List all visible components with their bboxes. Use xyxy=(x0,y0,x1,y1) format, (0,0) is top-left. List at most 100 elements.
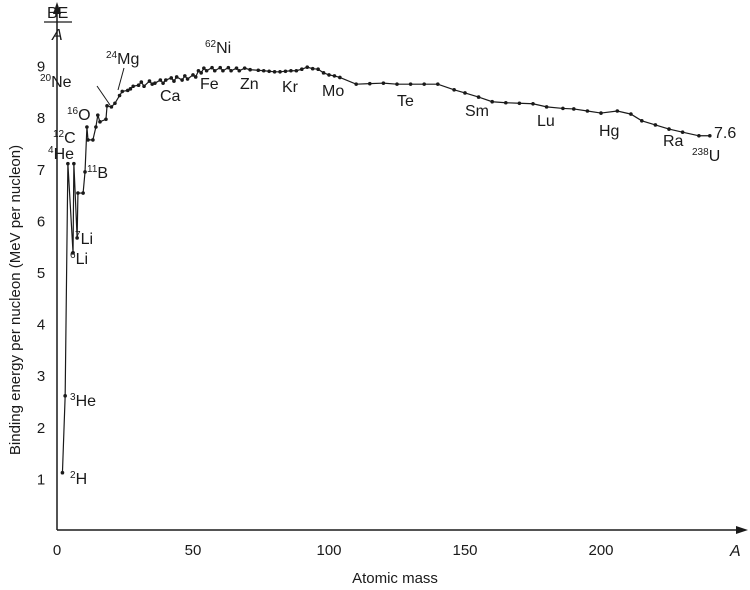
data-point xyxy=(91,138,95,142)
data-point xyxy=(158,78,163,82)
y-tick-label: 8 xyxy=(37,110,45,127)
data-point xyxy=(164,78,168,82)
mass-number: 12 xyxy=(53,129,65,140)
x-tick-label: 150 xyxy=(452,542,477,559)
data-point xyxy=(504,100,508,105)
element-label: 3He xyxy=(70,392,96,410)
mass-number: 62 xyxy=(205,39,217,50)
mass-number: 2 xyxy=(70,470,76,481)
data-point xyxy=(63,394,67,398)
element-symbol: 7.6 xyxy=(714,125,736,142)
data-point xyxy=(128,87,133,91)
element-symbol: Te xyxy=(397,93,414,110)
element-symbol: O xyxy=(78,107,90,124)
element-symbol: Sm xyxy=(465,103,489,120)
data-point xyxy=(572,107,576,111)
data-point xyxy=(210,65,214,70)
y-axis-label: Binding energy per nucleon (MeV per nucl… xyxy=(7,145,24,455)
element-symbol: He xyxy=(76,393,97,410)
element-label: Kr xyxy=(282,79,299,96)
element-symbol: Ne xyxy=(51,74,72,91)
x-tick-label: 50 xyxy=(185,542,202,559)
mass-number: 4 xyxy=(48,145,54,156)
element-symbol: Mg xyxy=(117,51,139,68)
data-point xyxy=(697,133,701,138)
element-label: 20Ne xyxy=(40,73,72,91)
element-symbol: H xyxy=(76,471,88,488)
data-point xyxy=(94,125,98,129)
mass-number: 16 xyxy=(67,106,79,117)
element-symbol: Zn xyxy=(240,76,259,93)
element-label: 16O xyxy=(67,106,91,124)
y-tick-label: 1 xyxy=(37,471,45,488)
data-point xyxy=(261,68,266,73)
data-point xyxy=(83,170,87,174)
data-point xyxy=(86,138,90,142)
element-label: 11B xyxy=(87,164,108,182)
element-label: 7Li xyxy=(75,230,93,248)
element-label: Mo xyxy=(322,83,344,100)
plot-area xyxy=(60,65,712,475)
element-label: Hg xyxy=(599,123,619,140)
data-point xyxy=(120,89,125,94)
element-label: Fe xyxy=(200,76,219,93)
data-point xyxy=(283,69,288,74)
data-point xyxy=(109,105,114,109)
data-point xyxy=(452,88,456,92)
data-point xyxy=(267,69,271,74)
data-point xyxy=(300,67,304,72)
data-point xyxy=(196,68,201,73)
data-point xyxy=(147,79,152,83)
data-point xyxy=(191,73,195,77)
data-point xyxy=(653,123,658,127)
data-point xyxy=(221,68,225,73)
y-axis-arrow xyxy=(53,2,61,14)
data-point xyxy=(629,112,633,116)
data-point xyxy=(153,81,157,85)
data-point xyxy=(180,78,184,82)
data-point xyxy=(316,67,320,72)
x-tick-label: 200 xyxy=(588,542,613,559)
element-label: 24Mg xyxy=(106,50,139,68)
data-point xyxy=(199,71,203,75)
data-point xyxy=(113,101,117,106)
data-point xyxy=(185,77,190,81)
element-label: 4He xyxy=(48,145,74,163)
data-point xyxy=(204,68,209,73)
x-axis-label: Atomic mass xyxy=(352,570,438,587)
data-point xyxy=(117,93,122,98)
mass-number: 11 xyxy=(87,164,98,175)
x-axis-symbol: A xyxy=(729,543,741,560)
element-symbol: Ra xyxy=(663,133,684,150)
data-point xyxy=(463,91,467,95)
data-point xyxy=(139,80,144,84)
data-point xyxy=(490,99,495,104)
data-point xyxy=(66,161,70,166)
data-point xyxy=(294,68,299,73)
element-symbol: B xyxy=(97,165,108,182)
y-axis-symbol-denominator: A xyxy=(51,27,63,44)
data-point xyxy=(248,67,252,72)
data-point xyxy=(289,68,293,73)
y-tick-label: 4 xyxy=(37,317,45,334)
element-label: Te xyxy=(397,93,414,110)
data-point xyxy=(395,82,399,86)
data-point xyxy=(193,75,198,79)
element-symbol: U xyxy=(709,148,721,165)
data-point xyxy=(338,75,342,80)
x-tick-label: 0 xyxy=(53,542,61,559)
y-tick-label: 9 xyxy=(37,59,45,76)
data-point xyxy=(142,84,146,89)
data-point xyxy=(75,236,79,240)
element-symbol: Hg xyxy=(599,123,619,140)
element-symbol: Li xyxy=(81,231,93,248)
data-point xyxy=(136,83,141,88)
data-point xyxy=(544,105,549,109)
mg-leader-line xyxy=(117,67,125,91)
mass-number: 6 xyxy=(70,250,76,261)
data-point xyxy=(85,125,89,129)
data-point xyxy=(422,82,427,86)
